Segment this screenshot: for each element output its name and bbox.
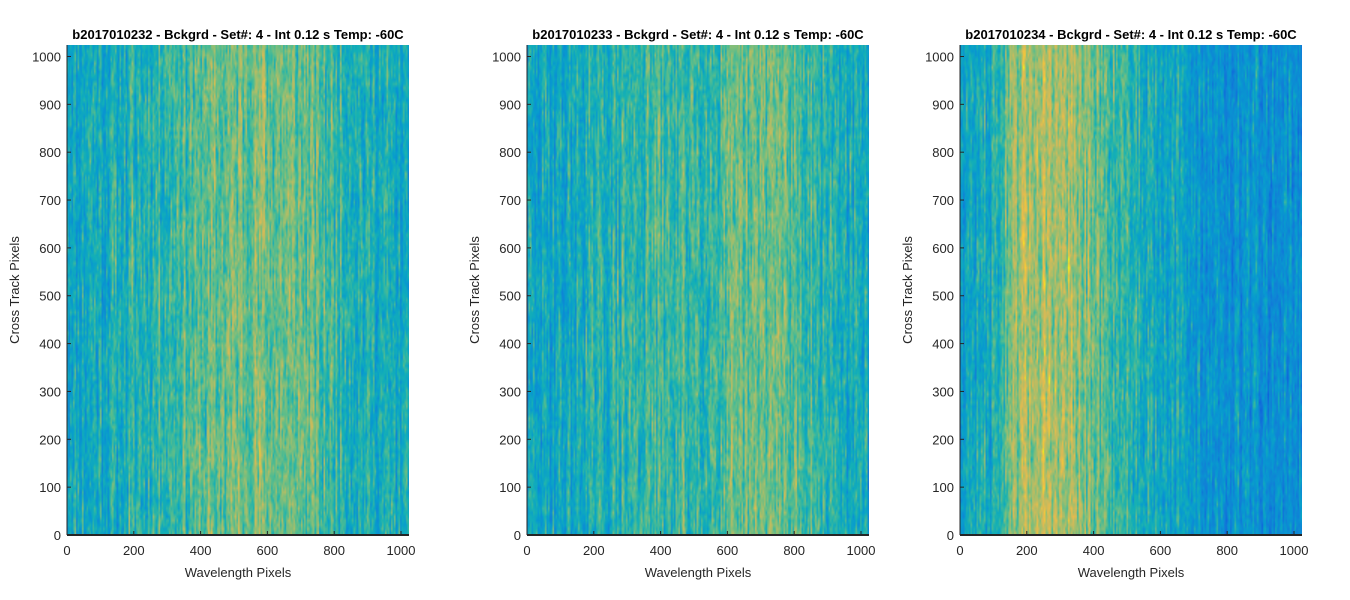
x-tick-label: 800 <box>323 543 345 558</box>
x-tick-label: 400 <box>190 543 212 558</box>
plot-title-1: b2017010232 - Bckgrd - Set#: 4 - Int 0.1… <box>72 27 404 42</box>
x-axis-label-2: Wavelength Pixels <box>645 565 752 580</box>
y-axis-label-3: Cross Track Pixels <box>900 236 915 344</box>
plot-title-3: b2017010234 - Bckgrd - Set#: 4 - Int 0.1… <box>965 27 1297 42</box>
y-tick-label: 200 <box>39 432 61 447</box>
x-tick-label: 0 <box>956 543 963 558</box>
y-tick-label: 300 <box>932 384 954 399</box>
y-tick-label: 500 <box>39 289 61 304</box>
y-tick-label: 0 <box>514 528 521 543</box>
x-tick-label: 400 <box>650 543 672 558</box>
x-tick-label: 400 <box>1083 543 1105 558</box>
y-tick-label: 900 <box>39 97 61 112</box>
y-tick-label: 600 <box>39 241 61 256</box>
y-tick-label: 0 <box>947 528 954 543</box>
x-tick-label: 200 <box>583 543 605 558</box>
y-tick-label: 200 <box>932 432 954 447</box>
x-tick-label: 800 <box>1216 543 1238 558</box>
ticks-2: 0 200 400 600 800 1000 0 100 200 300 400 500 600 700 8… <box>492 45 875 558</box>
x-tick-label: 1000 <box>1280 543 1309 558</box>
y-tick-label: 400 <box>932 337 954 352</box>
y-tick-label: 100 <box>499 480 521 495</box>
x-tick-label: 600 <box>1150 543 1172 558</box>
y-axis-label-1: Cross Track Pixels <box>7 236 22 344</box>
x-axis-label-1: Wavelength Pixels <box>185 565 292 580</box>
subplot-1: b2017010232 - Bckgrd - Set#: 4 - Int 0.1… <box>7 27 415 580</box>
x-tick-label: 800 <box>783 543 805 558</box>
y-tick-label: 1000 <box>492 49 521 64</box>
y-tick-label: 1000 <box>32 49 61 64</box>
x-tick-label: 200 <box>1016 543 1038 558</box>
plot-title-2: b2017010233 - Bckgrd - Set#: 4 - Int 0.1… <box>532 27 864 42</box>
y-tick-label: 800 <box>499 145 521 160</box>
heatmap-2 <box>527 45 869 535</box>
heatmap-1 <box>67 45 409 535</box>
y-tick-label: 900 <box>499 97 521 112</box>
y-tick-label: 1000 <box>925 49 954 64</box>
y-tick-label: 100 <box>39 480 61 495</box>
x-tick-label: 200 <box>123 543 145 558</box>
subplot-2: b2017010233 - Bckgrd - Set#: 4 - Int 0.1… <box>467 27 875 580</box>
ticks-1: 0 200 400 600 800 1000 0 100 200 300 400 500 600 700 8… <box>32 45 415 558</box>
y-tick-label: 700 <box>932 193 954 208</box>
y-tick-label: 700 <box>39 193 61 208</box>
y-tick-label: 600 <box>499 241 521 256</box>
y-tick-label: 400 <box>499 337 521 352</box>
heatmap-3 <box>960 45 1302 535</box>
y-tick-label: 700 <box>499 193 521 208</box>
y-axis-label-2: Cross Track Pixels <box>467 236 482 344</box>
subplot-3: b2017010234 - Bckgrd - Set#: 4 - Int 0.1… <box>900 27 1308 580</box>
y-tick-label: 800 <box>39 145 61 160</box>
y-tick-label: 200 <box>499 432 521 447</box>
y-tick-label: 800 <box>932 145 954 160</box>
x-tick-label: 600 <box>717 543 739 558</box>
y-tick-label: 400 <box>39 337 61 352</box>
y-tick-label: 0 <box>54 528 61 543</box>
x-axis-label-3: Wavelength Pixels <box>1078 565 1185 580</box>
x-tick-label: 1000 <box>387 543 416 558</box>
y-tick-label: 900 <box>932 97 954 112</box>
y-tick-label: 600 <box>932 241 954 256</box>
x-tick-label: 1000 <box>847 543 876 558</box>
x-tick-label: 600 <box>257 543 279 558</box>
y-tick-label: 500 <box>499 289 521 304</box>
x-tick-label: 0 <box>63 543 70 558</box>
y-tick-label: 100 <box>932 480 954 495</box>
y-tick-label: 300 <box>499 384 521 399</box>
ticks-3: 0 200 400 600 800 1000 0 100 200 300 400 500 600 700 8… <box>925 45 1308 558</box>
y-tick-label: 300 <box>39 384 61 399</box>
x-tick-label: 0 <box>523 543 530 558</box>
y-tick-label: 500 <box>932 289 954 304</box>
